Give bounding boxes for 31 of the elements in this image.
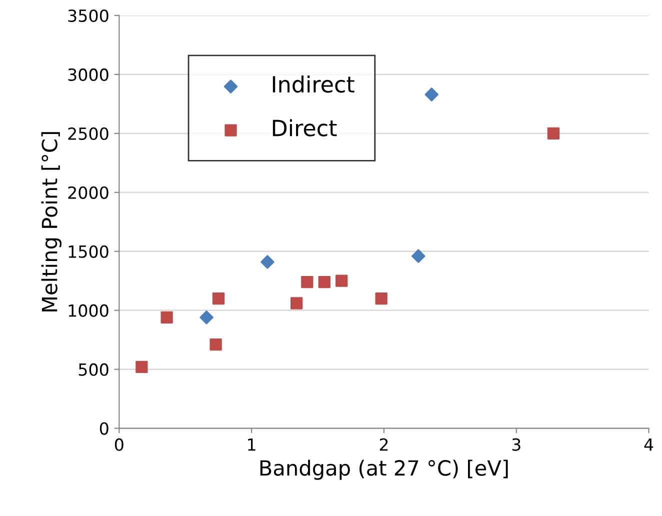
x-tick-label: 3 xyxy=(512,438,520,451)
point xyxy=(160,311,173,324)
x-tick-label: 4 xyxy=(644,438,654,451)
y-tick-label: 0 xyxy=(100,422,108,435)
legend-label: Direct xyxy=(272,119,337,136)
y-tick-label: 3000 xyxy=(68,68,108,82)
point xyxy=(210,338,222,351)
point xyxy=(301,276,314,288)
point xyxy=(212,292,225,305)
point xyxy=(318,276,330,288)
y-tick-label: 500 xyxy=(78,363,108,376)
point xyxy=(200,310,214,324)
x-axis-title: Bandgap (at 27 °C) [eV] xyxy=(260,460,508,480)
point xyxy=(136,360,148,374)
legend-label: Indirect xyxy=(272,75,354,93)
point xyxy=(260,255,274,269)
y-tick-label: 1000 xyxy=(68,304,108,317)
y-tick-label: 2500 xyxy=(68,127,108,140)
x-tick-label: 2 xyxy=(380,438,388,451)
point xyxy=(336,274,348,287)
point xyxy=(375,292,388,305)
y-axis-title: Melting Point [°C] xyxy=(41,132,62,312)
point xyxy=(290,297,303,310)
y-tick-label: 2000 xyxy=(68,186,108,199)
point xyxy=(547,127,560,140)
y-tick-label: 1500 xyxy=(68,245,108,258)
point xyxy=(411,249,426,263)
x-tick-label: 0 xyxy=(114,438,124,451)
point xyxy=(424,88,439,102)
y-tick-label: 3500 xyxy=(68,9,108,22)
x-tick-label: 1 xyxy=(248,438,256,451)
